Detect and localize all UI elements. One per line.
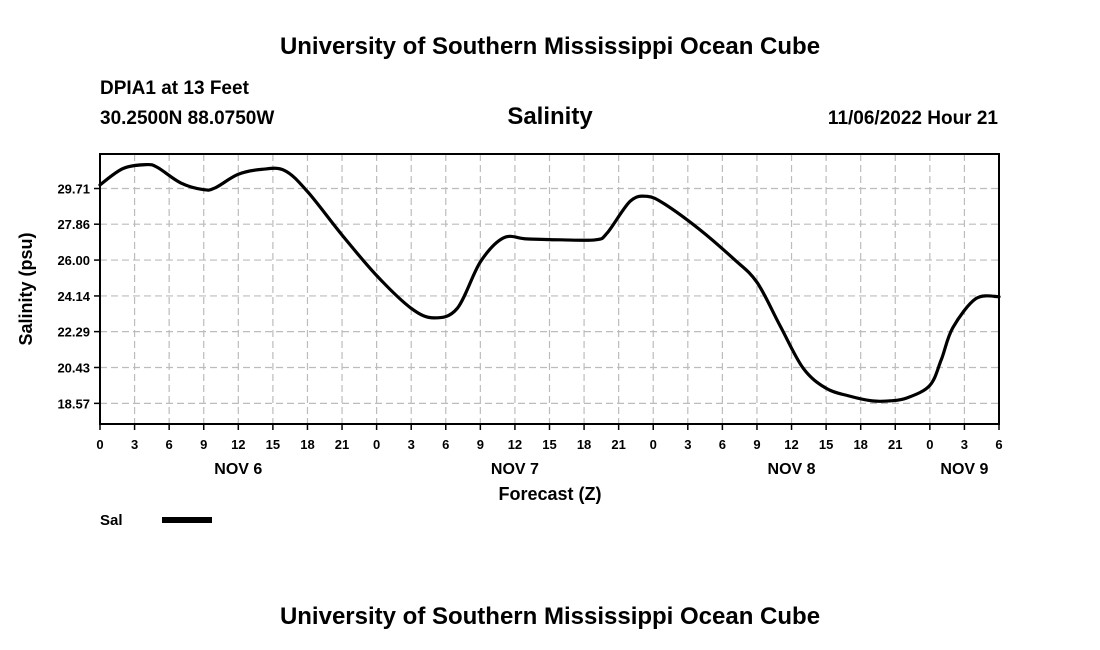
legend-label: Sal bbox=[100, 512, 123, 529]
x-tick-label: 6 bbox=[166, 437, 173, 452]
x-tick-label: 18 bbox=[853, 437, 867, 452]
day-label: NOV 9 bbox=[940, 461, 988, 478]
y-axis: 18.57 20.43 22.29 24.14 26.00 27.86 29.71 bbox=[57, 182, 100, 411]
x-tick-label: 9 bbox=[477, 437, 484, 452]
x-tick-label: 6 bbox=[442, 437, 449, 452]
x-tick-label: 9 bbox=[753, 437, 760, 452]
x-tick-label: 9 bbox=[200, 437, 207, 452]
x-tick-label: 21 bbox=[611, 437, 625, 452]
chart-title: Salinity bbox=[507, 103, 593, 130]
x-tick-label: 12 bbox=[231, 437, 245, 452]
day-label: NOV 7 bbox=[491, 461, 539, 478]
x-tick-label: 0 bbox=[650, 437, 657, 452]
x-tick-label: 0 bbox=[926, 437, 933, 452]
x-tick-label: 18 bbox=[300, 437, 314, 452]
series-group bbox=[98, 162, 1001, 403]
station-coordinates: 30.2500N 88.0750W bbox=[100, 108, 274, 129]
x-tick-label: 21 bbox=[888, 437, 902, 452]
x-tick-label: 0 bbox=[96, 437, 103, 452]
x-tick-label: 3 bbox=[408, 437, 415, 452]
plot-frame bbox=[99, 153, 1000, 425]
salinity-series-line bbox=[98, 162, 1001, 403]
y-tick-label: 29.71 bbox=[57, 182, 90, 197]
station-label: DPIA1 at 13 Feet bbox=[100, 78, 250, 99]
x-tick-label: 12 bbox=[508, 437, 522, 452]
x-tick-label: 0 bbox=[373, 437, 380, 452]
x-tick-label: 3 bbox=[961, 437, 968, 452]
page-title-bottom: University of Southern Mississippi Ocean… bbox=[280, 603, 820, 630]
x-tick-label: 21 bbox=[335, 437, 349, 452]
x-axis-label: Forecast (Z) bbox=[498, 484, 601, 504]
x-tick-label: 3 bbox=[131, 437, 138, 452]
day-label: NOV 6 bbox=[214, 461, 262, 478]
y-tick-label: 18.57 bbox=[57, 396, 90, 411]
x-axis: 0 3 6 9 12 15 18 21 0 3 6 9 12 15 18 21 0 3 6 9 12 15 18 21 0 3 6N… bbox=[96, 424, 1003, 478]
x-tick-label: 6 bbox=[719, 437, 726, 452]
y-tick-label: 26.00 bbox=[57, 253, 90, 268]
y-tick-label: 27.86 bbox=[57, 217, 90, 232]
x-tick-label: 18 bbox=[577, 437, 591, 452]
grid-lines bbox=[99, 154, 1000, 424]
page-title-top: University of Southern Mississippi Ocean… bbox=[280, 33, 820, 60]
x-tick-label: 12 bbox=[784, 437, 798, 452]
y-tick-label: 20.43 bbox=[57, 360, 90, 375]
x-tick-label: 15 bbox=[266, 437, 280, 452]
forecast-datetime: 11/06/2022 Hour 21 bbox=[828, 108, 998, 129]
y-axis-label: Salinity (psu) bbox=[16, 232, 36, 345]
day-label: NOV 8 bbox=[768, 461, 816, 478]
x-tick-label: 15 bbox=[819, 437, 833, 452]
x-tick-label: 3 bbox=[684, 437, 691, 452]
x-tick-label: 6 bbox=[995, 437, 1002, 452]
y-tick-label: 22.29 bbox=[57, 325, 90, 340]
x-tick-label: 15 bbox=[542, 437, 556, 452]
y-tick-label: 24.14 bbox=[57, 289, 90, 304]
